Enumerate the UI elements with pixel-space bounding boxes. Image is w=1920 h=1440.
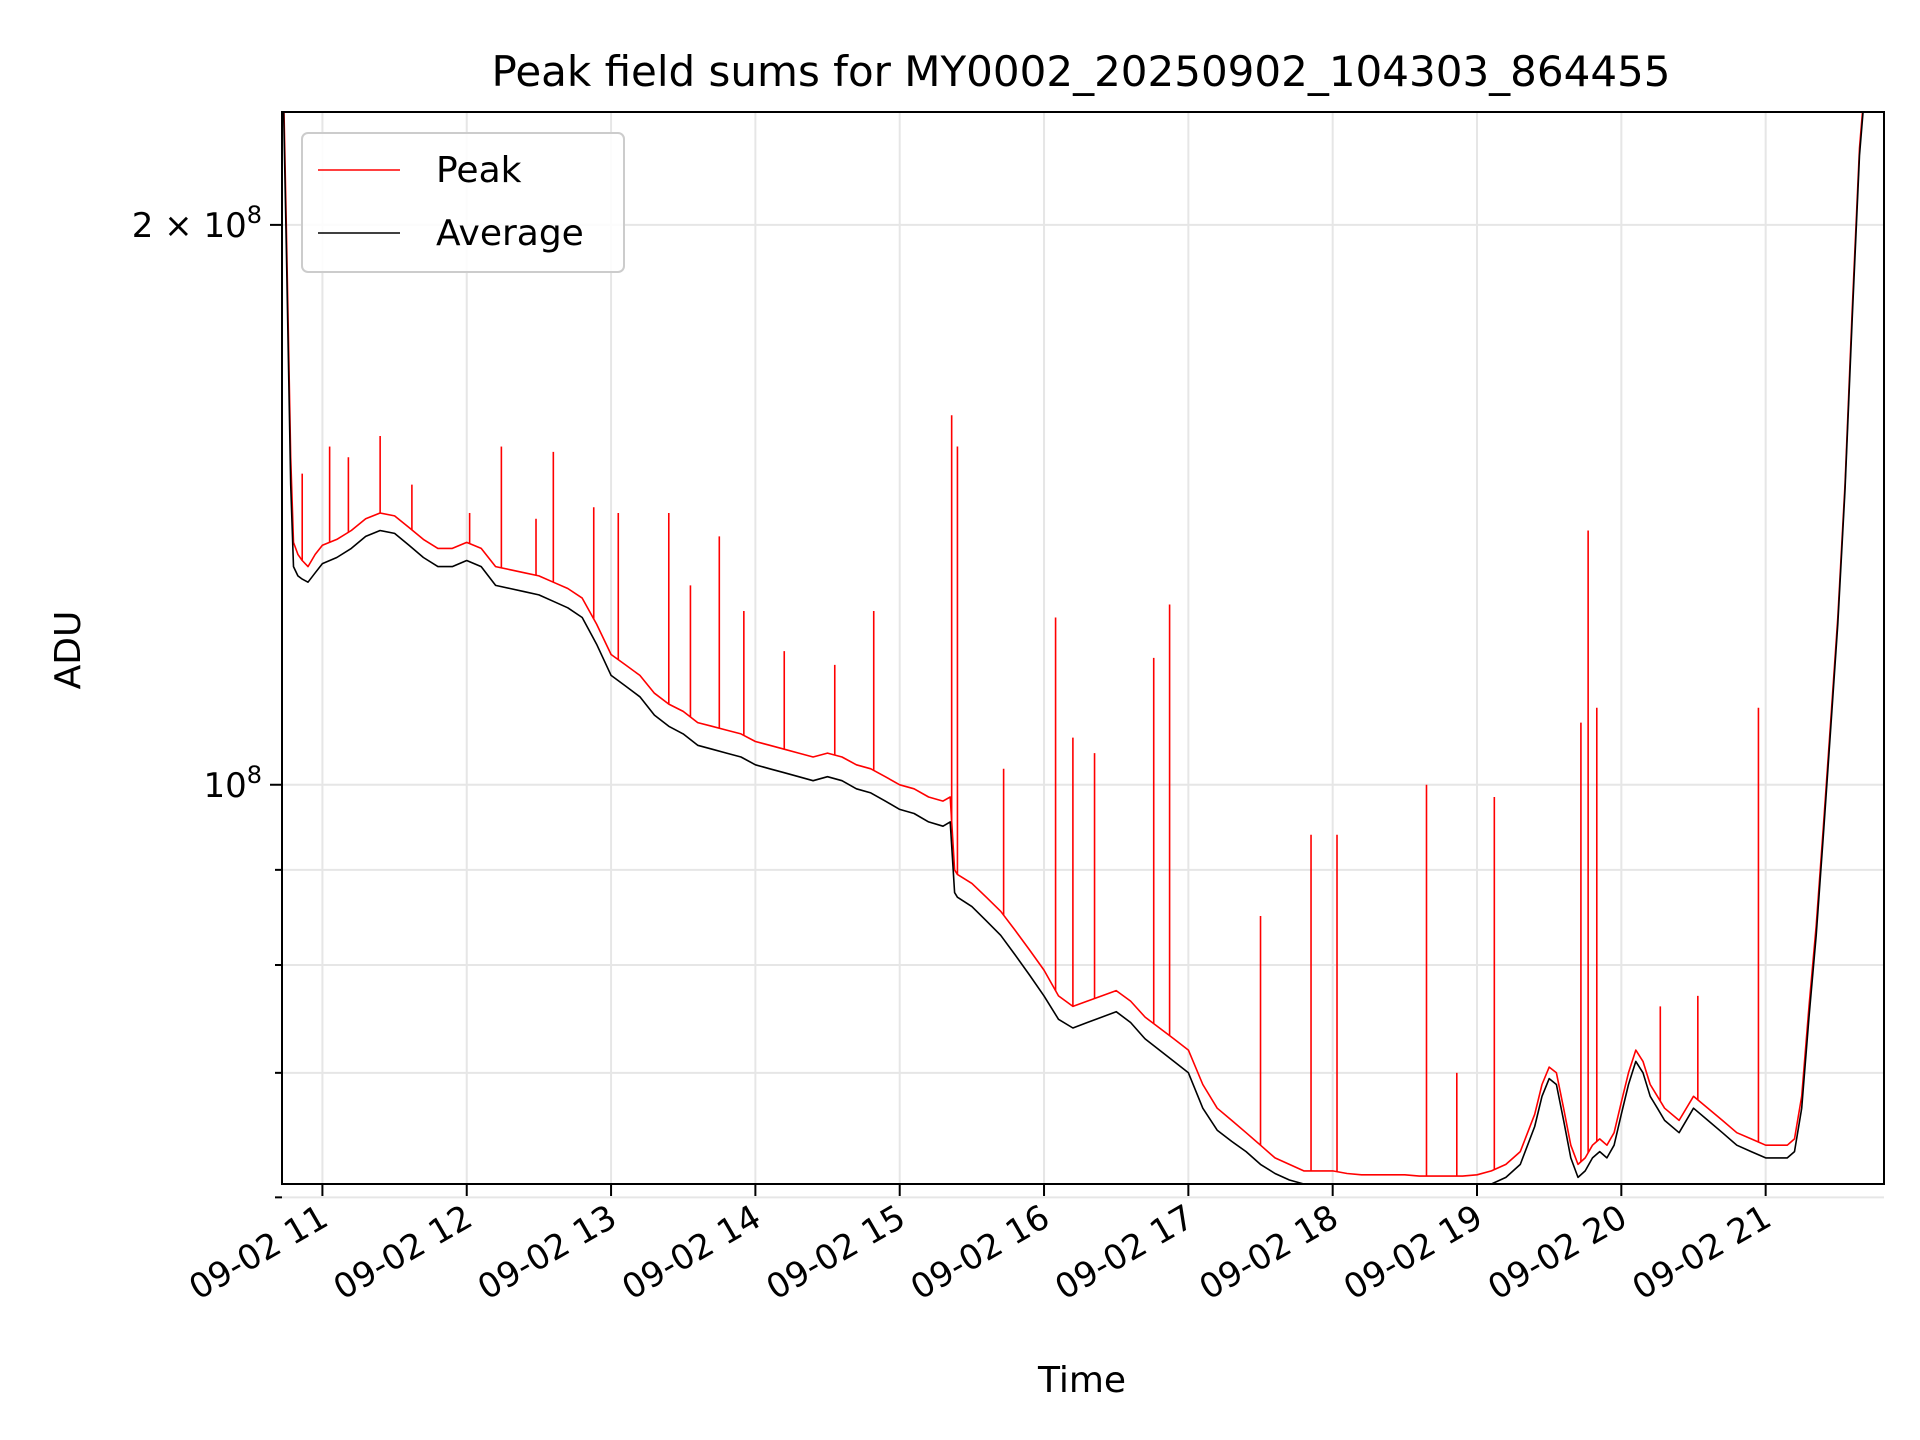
series-layer (282, 112, 1864, 1184)
y-tick-label: 108 (203, 761, 262, 806)
y-axis-title: ADU (48, 611, 89, 690)
chart-title: Peak field sums for MY0002_20250902_1043… (491, 47, 1670, 96)
x-axis-title: Time (1037, 1360, 1126, 1401)
y-tick-label-exponent: 8 (247, 201, 262, 229)
legend-box (301, 132, 625, 273)
series-line-peak (283, 112, 1864, 1177)
legend: Peak Average (301, 132, 625, 273)
grid (282, 112, 1884, 1199)
y-tick-label-base: 10 (203, 766, 246, 806)
plot-frame (281, 111, 1885, 1185)
y-tick-label-base: 2 × 10 (132, 206, 247, 246)
series-line-average (282, 112, 1864, 1184)
y-tick-label: 2 × 108 (132, 201, 262, 246)
legend-average-label: Average (436, 213, 584, 254)
y-tick-label-exponent: 8 (247, 761, 262, 789)
legend-peak-label: Peak (436, 150, 522, 191)
